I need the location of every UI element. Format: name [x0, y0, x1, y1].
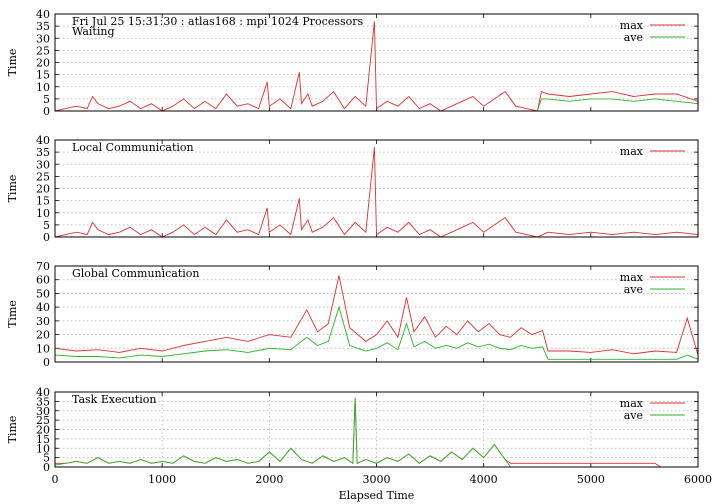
y-tick-label: 20: [36, 57, 50, 70]
x-tick-label: 0: [52, 473, 59, 486]
y-tick-label: 30: [36, 315, 50, 328]
y-tick-label: 40: [36, 8, 50, 21]
x-tick-label: 2000: [255, 473, 283, 486]
y-tick-label: 10: [36, 442, 50, 455]
y-axis-label: Time: [6, 416, 19, 444]
series-line-max: [54, 147, 699, 238]
y-tick-label: 40: [36, 301, 50, 314]
y-tick-label: 40: [36, 134, 50, 147]
series-line-max: [55, 397, 661, 468]
y-tick-label: 15: [36, 195, 50, 208]
x-tick-label: 1000: [148, 473, 176, 486]
y-tick-label: 10: [36, 81, 50, 94]
y-axis-label: Time: [6, 49, 19, 77]
y-tick-label: 35: [36, 146, 50, 159]
legend-label-max: max: [620, 397, 644, 410]
legend-label-ave: ave: [624, 409, 643, 422]
x-tick-label: 6000: [684, 473, 712, 486]
y-tick-label: 25: [36, 414, 50, 427]
y-tick-label: 0: [43, 461, 50, 474]
y-tick-label: 0: [43, 356, 50, 369]
y-tick-label: 20: [36, 329, 50, 342]
series-line-max: [54, 21, 699, 112]
panel-subtitle: Waiting: [72, 25, 115, 38]
y-tick-label: 5: [43, 452, 50, 465]
x-tick-label: 4000: [470, 473, 498, 486]
y-tick-label: 5: [43, 219, 50, 232]
y-tick-label: 30: [36, 158, 50, 171]
plot-frame: [54, 265, 699, 363]
y-tick-label: 35: [36, 395, 50, 408]
legend-label-max: max: [620, 145, 644, 158]
y-tick-label: 10: [36, 342, 50, 355]
panel-title: Global Communication: [72, 267, 200, 280]
y-tick-label: 20: [36, 183, 50, 196]
y-tick-label: 70: [36, 260, 50, 273]
y-tick-label: 20: [36, 424, 50, 437]
y-tick-label: 25: [36, 44, 50, 57]
y-tick-label: 0: [43, 231, 50, 244]
plot-frame: [54, 139, 699, 238]
plot-frame: [54, 13, 699, 112]
series-line-ave: [54, 397, 698, 468]
series-line-max: [54, 275, 699, 356]
panel-title: Task Execution: [72, 393, 156, 406]
series-line-ave: [54, 305, 699, 360]
y-tick-label: 10: [36, 207, 50, 220]
y-tick-label: 15: [36, 69, 50, 82]
y-tick-label: 40: [36, 386, 50, 399]
panel-title: Local Communication: [72, 141, 194, 154]
y-tick-label: 0: [43, 105, 50, 118]
y-tick-label: 30: [36, 32, 50, 45]
x-tick-label: 3000: [363, 473, 391, 486]
plot-frame: [54, 391, 699, 468]
y-tick-label: 35: [36, 20, 50, 33]
y-axis-label: Time: [6, 175, 19, 203]
y-tick-label: 15: [36, 433, 50, 446]
x-axis-label: Elapsed Time: [339, 489, 415, 502]
y-tick-label: 5: [43, 93, 50, 106]
y-tick-label: 30: [36, 405, 50, 418]
legend-label-ave: ave: [624, 283, 643, 296]
panel-title: Fri Jul 25 15:31:30 : atlas168 : mpi 102…: [72, 15, 364, 28]
y-tick-label: 25: [36, 170, 50, 183]
x-tick-label: 5000: [577, 473, 605, 486]
y-tick-label: 60: [36, 274, 50, 287]
y-tick-label: 50: [36, 287, 50, 300]
legend-label-max: max: [620, 271, 644, 284]
y-axis-label: Time: [6, 300, 19, 328]
legend-label-max: max: [620, 19, 644, 32]
legend-label-ave: ave: [624, 31, 643, 44]
